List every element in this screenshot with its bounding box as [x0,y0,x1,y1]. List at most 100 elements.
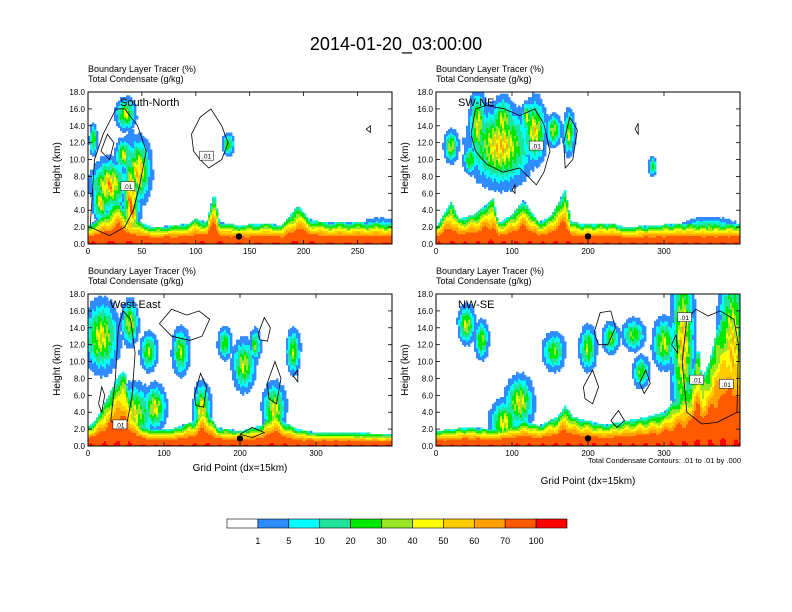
heatmap-cell [108,215,111,218]
panel-header-line: Total Condensate (g/kg) [436,74,532,84]
heatmap-cell [358,240,361,243]
heatmap-cell [464,216,467,220]
heatmap-cell [454,223,457,226]
heatmap-cell [442,146,445,149]
heatmap-cell [130,178,133,181]
heatmap-cell [140,189,143,193]
heatmap-cell [390,220,392,223]
heatmap-cell [346,238,349,242]
heatmap-cell [134,146,137,149]
heatmap-cell [222,142,225,145]
heatmap-cell [378,225,381,228]
heatmap-cell [390,222,392,225]
heatmap-cell [90,238,93,242]
heatmap-cell [118,147,121,150]
heatmap-cell [148,189,151,193]
heatmap-cell [346,233,349,236]
heatmap-cell [470,137,473,140]
heatmap-cell [448,210,451,213]
heatmap-cell [202,225,205,228]
heatmap-cell [130,135,133,138]
heatmap-cell [294,227,297,230]
heatmap-cell [102,178,105,181]
heatmap-cell [128,97,131,100]
heatmap-cell [164,238,167,242]
heatmap-cell [132,110,135,113]
heatmap-cell [106,186,109,189]
heatmap-cell [144,139,147,142]
heatmap-cell [450,134,453,137]
heatmap-cell [110,230,113,233]
heatmap-cell [382,240,385,243]
heatmap-cell [474,213,477,216]
heatmap-cell [96,230,99,233]
heatmap-cell [204,230,207,233]
heatmap-cell [102,169,105,172]
heatmap-cell [132,157,135,160]
heatmap-cell [470,173,473,176]
heatmap-cell [196,227,199,230]
heatmap-cell [132,122,135,125]
heatmap-cell [478,220,481,223]
heatmap-cell [276,240,279,243]
heatmap-cell [286,242,289,244]
heatmap-cell [386,227,389,230]
heatmap-cell [370,235,373,238]
heatmap-cell [274,242,277,244]
heatmap-cell [114,230,117,233]
heatmap-cell [456,232,459,235]
heatmap-cell [456,238,459,242]
heatmap-cell [128,156,131,159]
heatmap-cell [342,228,345,231]
heatmap-cell [130,176,133,179]
heatmap-cell [144,144,147,147]
heatmap-cell [96,173,99,176]
heatmap-cell [376,237,379,240]
heatmap-cell [128,220,131,223]
heatmap-cell [110,189,113,193]
heatmap-cell [378,240,381,243]
heatmap-cell [104,193,107,196]
heatmap-cell [104,240,107,243]
heatmap-cell [198,240,201,243]
heatmap-cell [348,225,351,228]
heatmap-cell [140,132,143,135]
heatmap-cell [474,232,477,235]
heatmap-cell [208,218,211,221]
heatmap-cell [352,225,355,228]
heatmap-cell [354,232,357,235]
heatmap-cell [140,227,143,230]
heatmap-cell [112,166,115,169]
heatmap-cell [106,184,109,187]
heatmap-cell [488,232,491,235]
heatmap-cell [110,188,113,191]
heatmap-cell [454,140,457,144]
heatmap-cell [94,149,97,152]
heatmap-cell [172,227,175,230]
heatmap-cell [386,230,389,233]
heatmap-cell [216,238,219,242]
heatmap-cell [188,242,191,244]
heatmap-cell [450,139,453,142]
heatmap-cell [132,124,135,127]
heatmap-cell [336,242,339,244]
heatmap-cell [282,225,285,228]
heatmap-cell [246,225,249,228]
heatmap-cell [478,129,481,132]
heatmap-cell [482,146,485,149]
heatmap-cell [250,225,253,228]
heatmap-cell [482,164,485,167]
heatmap-cell [486,218,489,221]
heatmap-cell [178,235,181,238]
heatmap-cell [126,200,129,203]
heatmap-cell [300,242,303,244]
heatmap-cell [318,225,321,228]
heatmap-cell [378,242,381,244]
heatmap-cell [482,151,485,154]
heatmap-cell [484,102,487,105]
heatmap-cell [138,151,141,154]
heatmap-cell [256,238,259,242]
heatmap-cell [454,218,457,221]
heatmap-cell [450,240,453,243]
heatmap-cell [114,181,117,184]
